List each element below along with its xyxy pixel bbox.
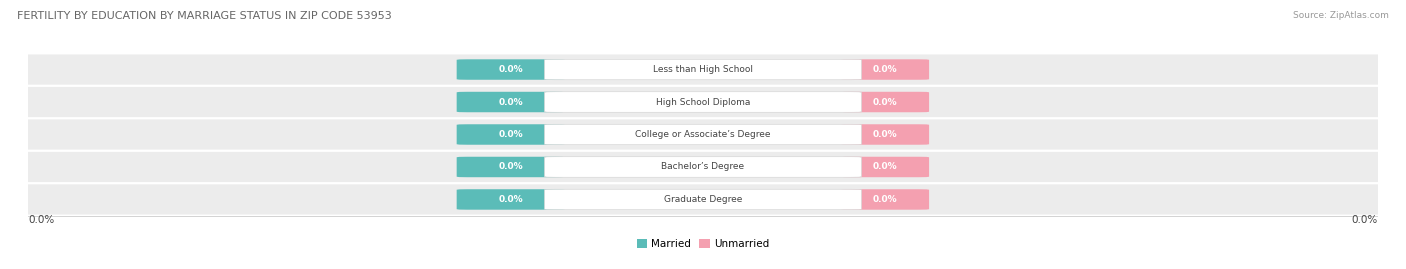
FancyBboxPatch shape — [544, 189, 862, 210]
FancyBboxPatch shape — [544, 92, 862, 112]
Text: Bachelor’s Degree: Bachelor’s Degree — [661, 162, 745, 171]
FancyBboxPatch shape — [11, 54, 1395, 85]
FancyBboxPatch shape — [457, 157, 565, 177]
FancyBboxPatch shape — [841, 124, 929, 145]
FancyBboxPatch shape — [544, 59, 862, 80]
Text: 0.0%: 0.0% — [498, 98, 523, 107]
Text: 0.0%: 0.0% — [873, 98, 897, 107]
Text: 0.0%: 0.0% — [873, 195, 897, 204]
FancyBboxPatch shape — [11, 184, 1395, 215]
FancyBboxPatch shape — [457, 59, 565, 80]
Text: 0.0%: 0.0% — [28, 215, 55, 225]
FancyBboxPatch shape — [841, 59, 929, 80]
Text: 0.0%: 0.0% — [498, 65, 523, 74]
FancyBboxPatch shape — [11, 87, 1395, 117]
FancyBboxPatch shape — [457, 92, 565, 112]
FancyBboxPatch shape — [457, 189, 565, 210]
FancyBboxPatch shape — [457, 124, 565, 145]
Legend: Married, Unmarried: Married, Unmarried — [633, 235, 773, 253]
Text: Less than High School: Less than High School — [652, 65, 754, 74]
FancyBboxPatch shape — [11, 119, 1395, 150]
Text: FERTILITY BY EDUCATION BY MARRIAGE STATUS IN ZIP CODE 53953: FERTILITY BY EDUCATION BY MARRIAGE STATU… — [17, 11, 392, 21]
Text: 0.0%: 0.0% — [1351, 215, 1378, 225]
FancyBboxPatch shape — [841, 157, 929, 177]
FancyBboxPatch shape — [841, 92, 929, 112]
Text: College or Associate’s Degree: College or Associate’s Degree — [636, 130, 770, 139]
FancyBboxPatch shape — [11, 152, 1395, 182]
Text: 0.0%: 0.0% — [498, 195, 523, 204]
Text: 0.0%: 0.0% — [873, 130, 897, 139]
Text: Source: ZipAtlas.com: Source: ZipAtlas.com — [1294, 11, 1389, 20]
Text: 0.0%: 0.0% — [873, 162, 897, 171]
Text: Graduate Degree: Graduate Degree — [664, 195, 742, 204]
FancyBboxPatch shape — [544, 124, 862, 145]
Text: 0.0%: 0.0% — [873, 65, 897, 74]
FancyBboxPatch shape — [841, 189, 929, 210]
Text: 0.0%: 0.0% — [498, 130, 523, 139]
Text: 0.0%: 0.0% — [498, 162, 523, 171]
FancyBboxPatch shape — [544, 157, 862, 177]
Text: High School Diploma: High School Diploma — [655, 98, 751, 107]
